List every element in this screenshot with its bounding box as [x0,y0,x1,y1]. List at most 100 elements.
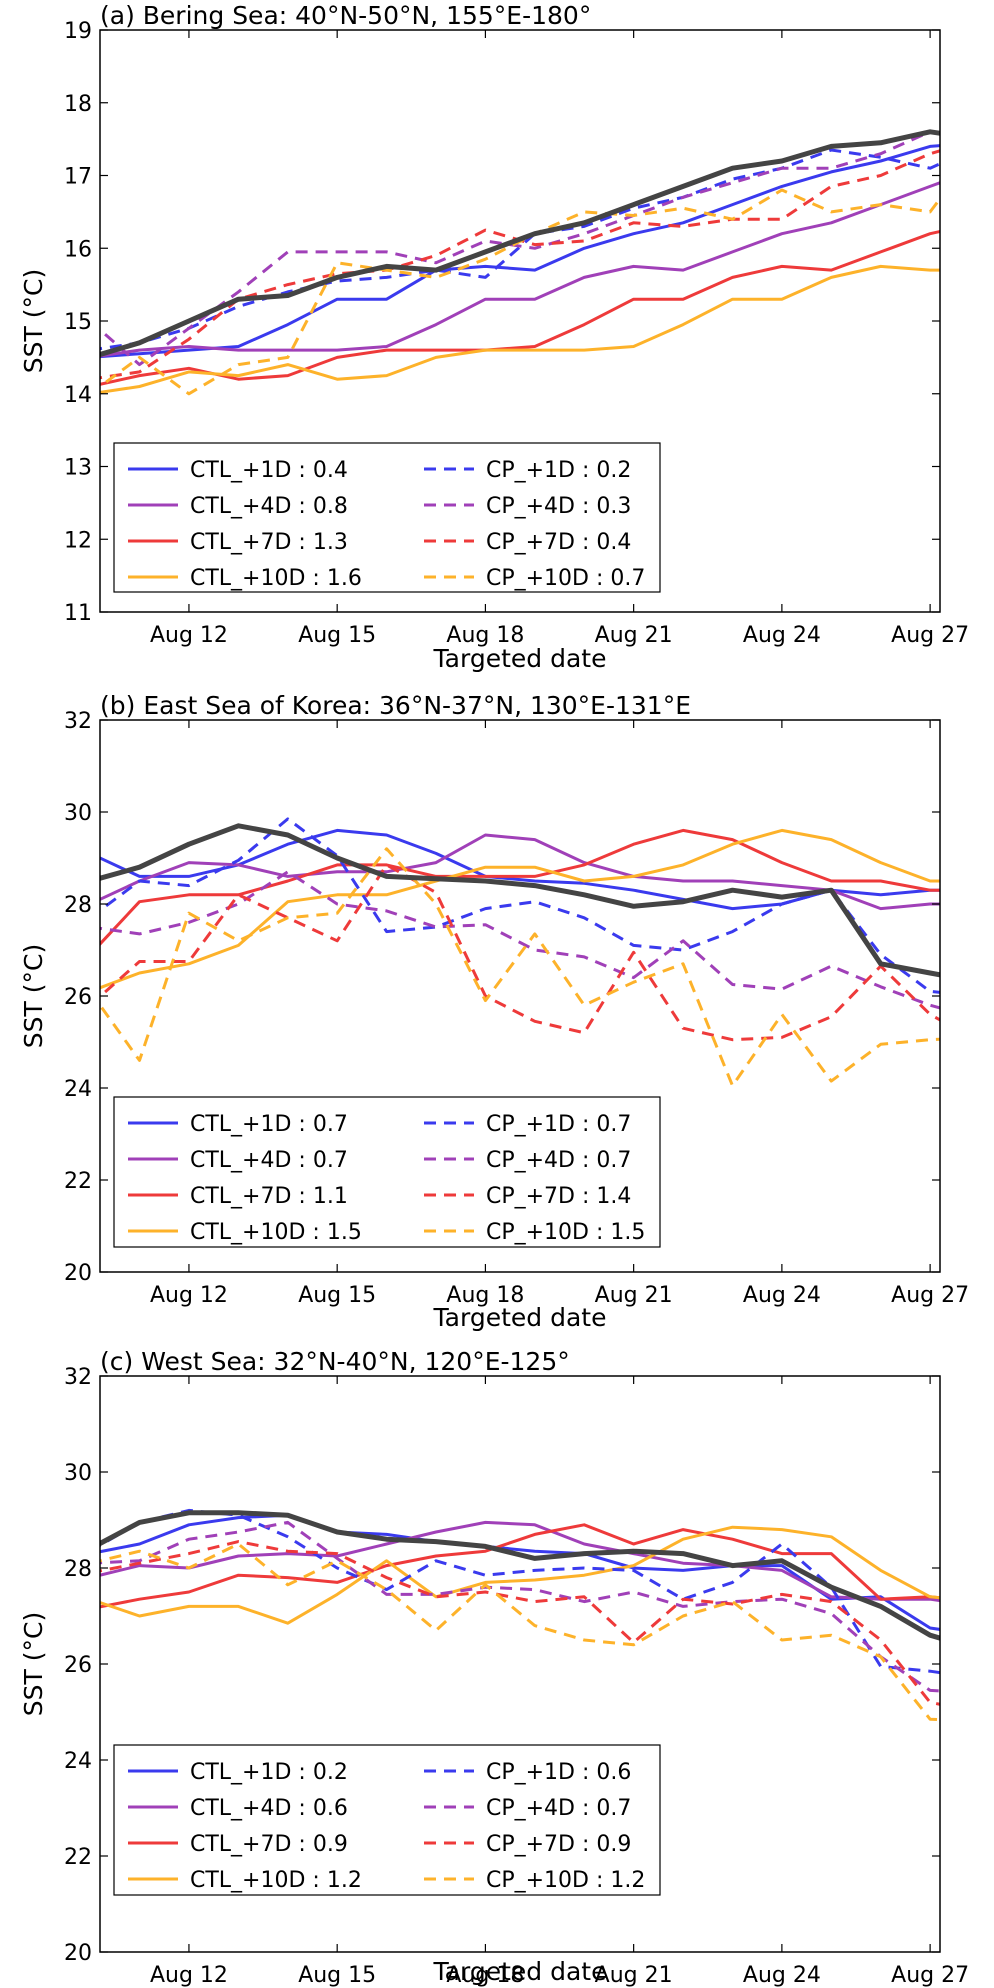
panel-title: (c) West Sea: 32°N-40°N, 120°E-125° [100,1347,570,1376]
legend-label: CTL_+4D : 0.6 [190,1796,348,1821]
y-tick-label: 26 [64,1653,92,1678]
x-tick-label: Aug 24 [743,1963,821,1988]
x-axis-label: Targeted date [433,1957,607,1986]
y-axis-label: SST (°C) [19,269,48,373]
y-tick-label: 28 [64,893,92,918]
y-tick-label: 15 [64,310,92,335]
series-line-ctl-4d [100,1520,940,1603]
panel-a: (a) Bering Sea: 40°N-50°N, 155°E-180° 11… [19,1,969,673]
legend-label: CTL_+7D : 1.3 [190,530,348,555]
y-tick-label: 32 [64,1365,92,1390]
legend-label: CP_+4D : 0.7 [486,1796,631,1821]
y-tick-label: 14 [64,383,92,408]
series-line-observed [100,1510,940,1641]
legend-label: CP_+1D : 0.2 [486,458,631,483]
legend-label: CTL_+10D : 1.6 [190,566,362,591]
y-tick-label: 16 [64,237,92,262]
legend-label: CTL_+1D : 0.2 [190,1760,348,1785]
legend-label: CP_+1D : 0.6 [486,1760,631,1785]
y-axis-label: SST (°C) [19,944,48,1048]
series-line-observed [100,129,940,358]
xtick-group: Aug 12 Aug 15 Aug 18 Aug 21 Aug 24 Aug 27 [150,1376,969,1988]
y-tick-label: 28 [64,1557,92,1582]
x-tick-label: Aug 18 [446,1963,524,1988]
x-tick-label: Aug 12 [150,623,228,648]
y-tick-label: 24 [64,1749,92,1774]
x-axis-label: Targeted date [433,1303,607,1332]
x-tick-label: Aug 12 [150,1283,228,1308]
x-tick-label: Aug 27 [891,1963,969,1988]
series-group [100,1508,940,1722]
x-tick-label: Aug 27 [891,623,969,648]
legend-label: CP_+7D : 0.4 [486,530,631,555]
x-axis-label: Targeted date [433,644,607,673]
panel-title: (b) East Sea of Korea: 36°N-37°N, 130°E-… [100,691,691,720]
x-tick-label: Aug 18 [446,1283,524,1308]
x-tick-label: Aug 24 [743,1283,821,1308]
series-line-observed [100,823,940,978]
panel-title: (a) Bering Sea: 40°N-50°N, 155°E-180° [100,1,591,30]
series-line-ctl-7d [100,828,940,947]
series-group [100,129,940,396]
legend-entries: CTL_+1D : 0.2 CTL_+4D : 0.6 CTL_+7D : 0.9 C… [128,1760,645,1893]
legend-label: CP_+7D : 0.9 [486,1832,631,1857]
x-tick-label: Aug 15 [298,623,376,648]
series-line-ctl-1d [100,1513,940,1631]
legend-label: CP_+10D : 0.7 [486,566,645,591]
y-tick-label: 30 [64,1461,92,1486]
plot-frame [99,1375,941,1953]
legend-entries: CTL_+1D : 0.4 CTL_+4D : 0.8 CTL_+7D : 1.3 C… [128,458,645,591]
y-tick-label: 12 [64,528,92,553]
y-tick-label: 22 [64,1845,92,1870]
legend-label: CTL_+7D : 0.9 [190,1832,348,1857]
legend-label: CTL_+7D : 1.1 [190,1184,348,1209]
series-line-cp-1d [100,1508,940,1675]
y-tick-label: 22 [64,1169,92,1194]
series-line-cp-10d [100,1542,940,1722]
y-tick-label: 13 [64,456,92,481]
legend: CTL_+1D : 0.2 CTL_+4D : 0.6 CTL_+7D : 0.9 C… [113,1744,661,1896]
legend-label: CP_+10D : 1.2 [486,1868,645,1893]
plot-frame [99,719,941,1273]
series-line-ctl-10d [100,264,940,394]
y-tick-label: 20 [64,1261,92,1286]
x-tick-label: Aug 15 [298,1963,376,1988]
x-tick-label: Aug 21 [595,1283,673,1308]
legend: CTL_+1D : 0.7 CTL_+4D : 0.7 CTL_+7D : 1.1 C… [113,1096,661,1248]
legend-box [113,1096,661,1248]
x-tick-label: Aug 27 [891,1283,969,1308]
ytick-group: 11 12 13 14 15 16 17 18 19 [64,19,940,626]
series-line-ctl-10d [100,828,940,990]
y-tick-label: 11 [64,601,92,626]
y-tick-label: 20 [64,1941,92,1966]
y-tick-label: 24 [64,1077,92,1102]
xtick-group: Aug 12 Aug 15 Aug 18 Aug 21 Aug 24 Aug 27 [150,30,969,648]
series-line-ctl-4d [100,181,940,358]
series-line-cp-7d [100,149,940,380]
series-line-ctl-1d [100,144,940,359]
legend-entries: CTL_+1D : 0.7 CTL_+4D : 0.7 CTL_+7D : 1.1 C… [128,1112,645,1245]
plot-frame [99,29,941,613]
series-line-cp-4d [100,130,940,367]
panel-b: (b) East Sea of Korea: 36°N-37°N, 130°E-… [19,691,969,1332]
legend-label: CTL_+10D : 1.5 [190,1220,362,1245]
legend: CTL_+1D : 0.4 CTL_+4D : 0.8 CTL_+7D : 1.3 C… [113,442,661,593]
y-tick-label: 18 [64,92,92,117]
series-line-cp-1d [100,817,940,994]
series-line-cp-1d [100,148,940,351]
x-tick-label: Aug 18 [446,623,524,648]
x-tick-label: Aug 24 [743,623,821,648]
legend-label: CP_+1D : 0.7 [486,1112,631,1137]
legend-label: CTL_+1D : 0.4 [190,458,348,483]
series-line-ctl-7d [100,1523,940,1609]
series-line-ctl-10d [100,1525,940,1625]
legend-label: CTL_+10D : 1.2 [190,1868,362,1893]
legend-box [113,1744,661,1896]
x-tick-label: Aug 12 [150,1963,228,1988]
x-tick-label: Aug 21 [595,1963,673,1988]
ytick-group: 20 22 24 26 28 30 32 [64,1365,940,1966]
legend-label: CTL_+4D : 0.8 [190,494,348,519]
x-tick-label: Aug 21 [595,623,673,648]
y-axis-label: SST (°C) [19,1612,48,1716]
